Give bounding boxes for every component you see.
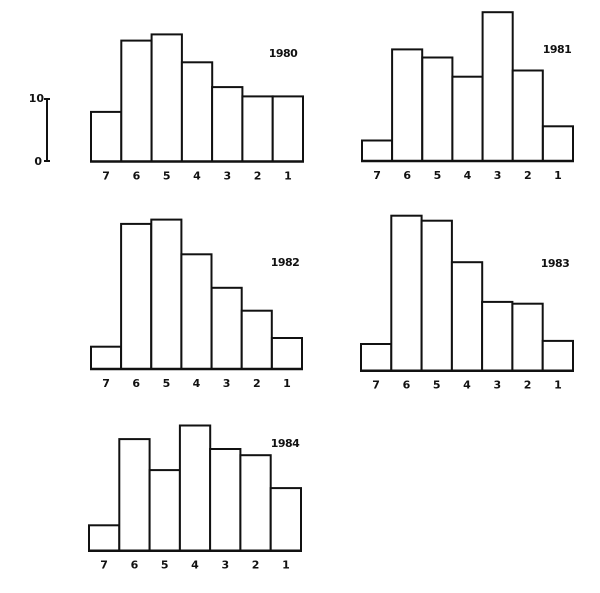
bar-category-6	[120, 39, 153, 163]
x-tick-label: 7	[372, 379, 380, 392]
x-tick-label: 4	[463, 379, 471, 392]
x-tick-label: 6	[403, 169, 411, 182]
x-tick-label: 4	[191, 559, 199, 572]
bar-category-2	[511, 302, 544, 372]
bar-category-7	[361, 139, 394, 162]
bar-category-3	[481, 11, 514, 163]
bar-category-2	[239, 454, 272, 552]
bar-category-3	[210, 286, 243, 370]
year-label: 1982	[271, 256, 300, 269]
x-tick-label: 2	[252, 559, 260, 572]
x-tick-label: 3	[221, 559, 229, 572]
year-label: 1981	[543, 43, 572, 56]
x-tick-label: 7	[100, 559, 108, 572]
x-tick-label: 5	[161, 559, 169, 572]
year-label: 1984	[271, 437, 300, 450]
chart-1981: 7 6 5 4 3 2 1 1981	[361, 11, 575, 182]
scale-bar-bottom-label: 0	[34, 155, 42, 168]
x-tick-label: 2	[524, 379, 532, 392]
x-tick-label: 2	[253, 377, 261, 390]
bar-category-2	[511, 69, 544, 162]
bar-category-1	[270, 337, 303, 370]
chart-1983: 7 6 5 4 3 2 1 1983	[360, 214, 575, 392]
chart-1982: 7 6 5 4 3 2 1 1982	[90, 218, 303, 390]
x-tick-label: 5	[163, 377, 171, 390]
x-tick-label: 4	[193, 170, 201, 183]
scale-bar-top-label: 10	[29, 92, 45, 105]
x-tick-label: 2	[524, 169, 532, 182]
bar-category-5	[420, 219, 453, 372]
x-tick-label: 3	[223, 170, 231, 183]
x-tick-label: 6	[132, 377, 140, 390]
bar-category-7	[360, 343, 393, 372]
x-tick-label: 1	[284, 170, 292, 183]
bar-category-7	[90, 110, 123, 163]
bar-category-6	[120, 222, 153, 370]
x-tick-label: 7	[102, 377, 110, 390]
bar-category-4	[180, 61, 214, 163]
bar-category-6	[391, 48, 424, 162]
year-label: 1980	[269, 47, 298, 60]
x-tick-label: 7	[102, 170, 110, 183]
bar-category-4	[451, 75, 484, 162]
bar-category-4	[180, 253, 213, 370]
chart-1980: 7 6 5 4 3 2 1 1980	[90, 33, 305, 183]
x-tick-label: 1	[554, 169, 562, 182]
bar-category-1	[271, 95, 305, 163]
scale-bar: 10 0	[29, 92, 50, 168]
bar-category-3	[481, 300, 514, 372]
x-tick-label: 5	[163, 170, 171, 183]
x-tick-label: 4	[464, 169, 472, 182]
x-tick-label: 6	[403, 379, 411, 392]
x-tick-label: 5	[434, 169, 442, 182]
bar-category-1	[541, 339, 575, 372]
x-tick-label: 3	[494, 169, 502, 182]
bar-category-4	[178, 424, 212, 552]
x-tick-label: 1	[554, 379, 562, 392]
bar-category-2	[241, 95, 274, 163]
bar-category-1	[269, 487, 303, 552]
bar-category-4	[450, 261, 484, 372]
x-tick-label: 6	[131, 559, 139, 572]
bar-category-1	[541, 125, 575, 163]
bar-category-2	[240, 309, 273, 371]
x-tick-label: 2	[254, 170, 262, 183]
bar-category-7	[88, 524, 121, 552]
x-tick-label: 3	[223, 377, 231, 390]
bar-category-5	[150, 218, 183, 370]
bar-category-6	[390, 214, 423, 372]
x-tick-label: 5	[433, 379, 441, 392]
x-tick-label: 3	[493, 379, 501, 392]
x-tick-label: 7	[373, 169, 381, 182]
x-tick-label: 1	[282, 559, 290, 572]
bar-category-7	[90, 345, 123, 371]
x-tick-label: 6	[133, 170, 141, 183]
chart-1984: 7 6 5 4 3 2 1 1984	[88, 424, 303, 572]
bar-category-5	[421, 56, 454, 162]
bar-category-5	[148, 469, 181, 552]
bar-category-3	[211, 86, 244, 163]
bar-category-5	[150, 33, 183, 163]
bar-category-6	[118, 438, 151, 552]
bar-category-3	[209, 448, 242, 552]
year-label: 1983	[541, 257, 570, 270]
x-tick-label: 4	[193, 377, 201, 390]
x-tick-label: 1	[283, 377, 291, 390]
